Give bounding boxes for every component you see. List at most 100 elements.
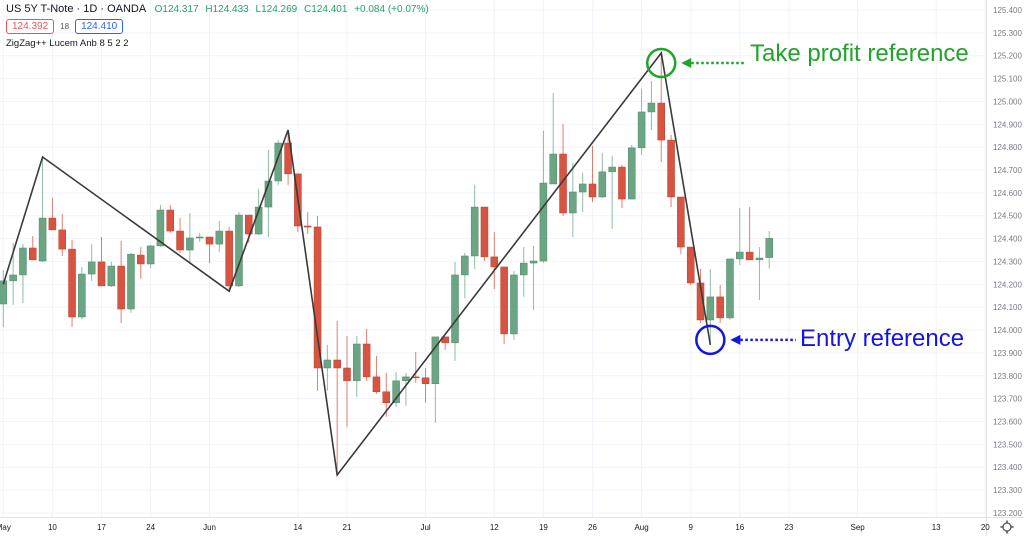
candle-body	[117, 265, 125, 310]
candle-body	[588, 183, 597, 198]
candle-body	[608, 166, 616, 173]
symbol-title[interactable]: US 5Y T-Note · 1D · OANDA	[6, 3, 146, 15]
candle-body	[166, 209, 174, 232]
candle	[68, 239, 76, 328]
candle-body	[343, 367, 351, 382]
candle	[578, 172, 587, 213]
entry-label: Entry reference	[800, 325, 965, 352]
candle	[382, 372, 391, 417]
time-tick-label: 19	[539, 523, 548, 532]
candle-body	[657, 102, 665, 141]
candles	[0, 52, 774, 475]
candle-body	[127, 253, 135, 310]
candle	[362, 328, 371, 381]
candle	[195, 232, 204, 243]
candle-body	[510, 274, 518, 335]
chart-header: US 5Y T-Note · 1D · OANDA O124.317 H124.…	[6, 3, 433, 15]
time-tick-label: Jul	[420, 523, 430, 532]
candle-body	[480, 206, 489, 258]
time-tick-label: Jun	[203, 523, 216, 532]
candle	[402, 372, 410, 406]
candle-body	[667, 139, 675, 198]
candle	[667, 135, 675, 208]
price-tick-label: 123.500	[993, 440, 1022, 449]
candle	[441, 336, 449, 350]
price-axis[interactable]: 125.400 125.300 125.200 125.100 125.000 124.9…	[993, 6, 1022, 518]
buy-button[interactable]: 124.410	[75, 19, 124, 34]
price-tick-label: 123.700	[993, 395, 1022, 404]
candle	[520, 247, 528, 297]
candle	[500, 266, 508, 344]
candle	[657, 52, 665, 163]
candle-body	[362, 343, 371, 378]
candle-body	[598, 171, 607, 198]
candle-body	[686, 246, 695, 284]
candle-body	[539, 182, 548, 262]
gear-icon[interactable]	[999, 519, 1015, 535]
candle	[628, 144, 636, 200]
candle-body	[225, 230, 233, 287]
candle-body	[549, 153, 557, 185]
candle	[559, 123, 567, 216]
candle-body	[274, 142, 283, 182]
candle	[490, 231, 499, 289]
candle	[186, 212, 194, 264]
price-tick-label: 123.300	[993, 486, 1022, 495]
price-tick-label: 123.800	[993, 372, 1022, 381]
candle-body	[382, 391, 391, 403]
candle-body	[107, 265, 116, 287]
low-value: L124.269	[255, 4, 298, 15]
candle-body	[470, 206, 479, 257]
candle-body	[87, 261, 96, 275]
candle	[706, 269, 715, 345]
price-tick-label: 123.400	[993, 463, 1022, 472]
price-tick-label: 124.400	[993, 235, 1022, 244]
time-tick-label: 13	[932, 523, 941, 532]
candle-body	[176, 230, 184, 251]
candle	[156, 204, 165, 248]
price-tick-label: 125.300	[993, 29, 1022, 38]
candle	[588, 146, 597, 203]
sell-button[interactable]: 124.392	[6, 19, 55, 34]
candle	[372, 355, 381, 394]
price-tick-label: 123.900	[993, 349, 1022, 358]
time-tick-label: 14	[293, 523, 302, 532]
indicator-legend[interactable]: ZigZag++ Lucem Anb 8 5 2 2	[6, 38, 129, 49]
candle-body	[421, 377, 430, 385]
candle	[323, 344, 332, 391]
candle	[313, 215, 322, 391]
candle-body	[578, 183, 587, 193]
candle-body	[677, 196, 685, 248]
candle-body	[755, 257, 764, 261]
price-tick-label: 124.000	[993, 326, 1022, 335]
candle	[146, 245, 155, 269]
candle	[137, 247, 145, 280]
candle-body	[235, 214, 243, 287]
candle	[166, 204, 174, 233]
candle	[38, 156, 47, 262]
candle-body	[68, 248, 76, 318]
candle	[647, 80, 656, 131]
price-tick-label: 124.900	[993, 120, 1022, 129]
candle	[686, 246, 695, 286]
candle	[107, 261, 116, 288]
candle-body	[745, 251, 754, 261]
candle	[235, 212, 243, 288]
candle	[97, 236, 106, 287]
time-axis[interactable]: May 10 17 24 Jun 14 21 Jul 12 19 26 Aug 9 16 23 Sep 13 20	[0, 523, 990, 532]
candle	[421, 367, 430, 403]
candle-body	[146, 245, 155, 265]
price-tick-label: 124.300	[993, 257, 1022, 266]
candle-body	[38, 217, 47, 262]
candle	[755, 247, 764, 300]
candle	[58, 213, 66, 256]
entry-arrow-head	[730, 334, 741, 345]
candle	[529, 245, 538, 310]
candle-body	[9, 274, 17, 282]
price-tick-label: 124.500	[993, 212, 1022, 221]
price-tick-label: 125.100	[993, 75, 1022, 84]
price-tick-label: 124.100	[993, 303, 1022, 312]
time-tick-label: Aug	[634, 523, 648, 532]
time-tick-label: 20	[981, 523, 990, 532]
